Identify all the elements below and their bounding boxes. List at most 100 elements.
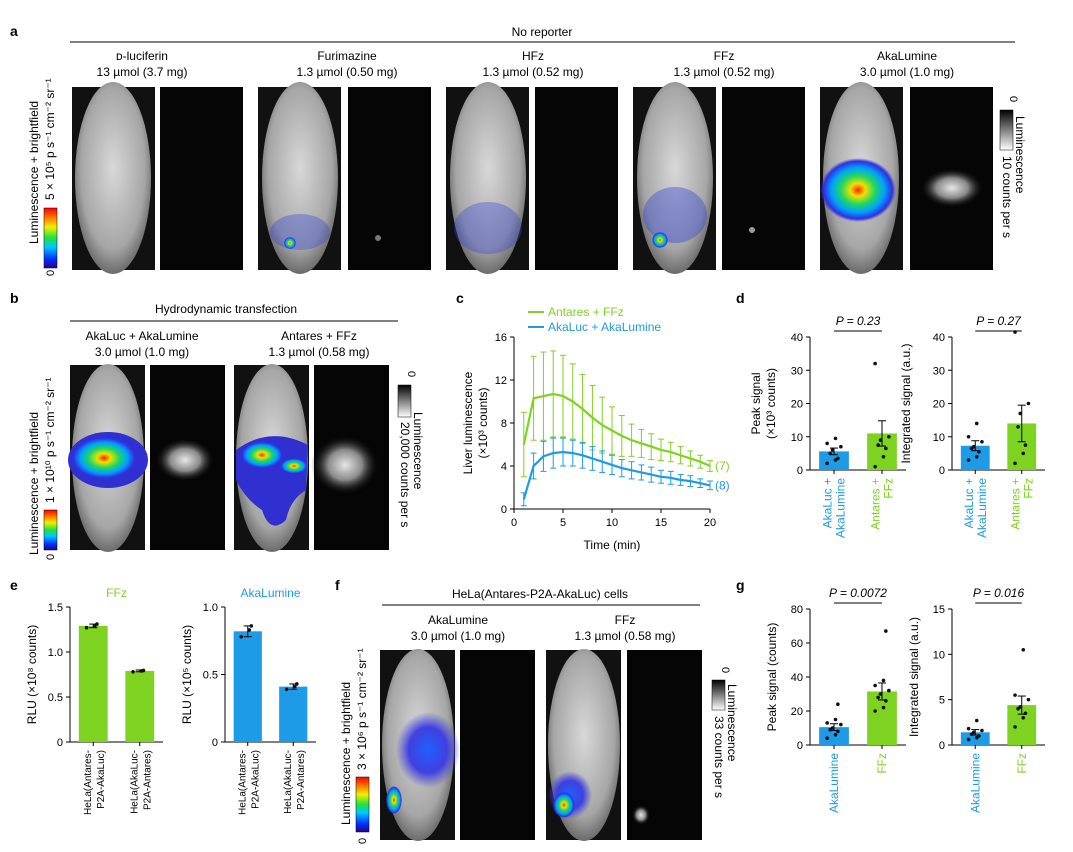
y-tick-label: 8 — [501, 418, 507, 430]
grayscale-label: Luminescence — [411, 412, 425, 490]
category-label: FFz — [882, 478, 896, 499]
grayscale-unit: 10 counts per s — [1000, 156, 1014, 238]
col-name: AkaLuc + AkaLumine — [85, 329, 198, 343]
category-label: AkaLumine — [975, 478, 989, 538]
grayscale-bar — [397, 384, 412, 418]
data-point — [833, 733, 838, 737]
panel-letter: a — [10, 23, 18, 39]
y-tick-label: 0 — [501, 504, 507, 516]
grayscale-unit: 20,000 counts per s — [398, 422, 412, 527]
mouse-image-pair — [258, 82, 431, 274]
p-value-label: P = 0.23 — [836, 314, 881, 328]
grayscale-unit: 33 counts per s — [712, 716, 726, 798]
y-axis-label: Luminescence + brightfield — [27, 412, 41, 555]
y-tick-label: 0 — [797, 465, 803, 477]
data-point — [836, 729, 840, 734]
data-point — [1021, 648, 1026, 652]
chart-title: FFz — [106, 586, 127, 600]
category-label: AkaLuc + — [821, 478, 835, 528]
colorbar-min: 0 — [45, 270, 57, 276]
grayscale-min: 0 — [405, 371, 417, 377]
data-point — [876, 695, 880, 700]
category-label: AkaLumine — [827, 753, 841, 813]
colorbar-min: 0 — [45, 554, 57, 560]
mouse-image-pair — [820, 82, 993, 274]
data-point — [977, 734, 981, 738]
data-point — [884, 699, 888, 703]
data-point — [966, 737, 971, 742]
y-tick-label: 80 — [791, 604, 803, 616]
y-tick-label: 0.5 — [48, 692, 63, 704]
y-tick-label: 30 — [791, 365, 803, 377]
data-point — [974, 718, 979, 723]
data-point — [833, 436, 838, 441]
y-tick-label: 40 — [791, 332, 803, 344]
category-label: AkaLumine — [834, 478, 848, 538]
y-tick-label: 10 — [933, 649, 945, 661]
data-point — [825, 721, 829, 725]
col-name: AkaLumine — [877, 49, 937, 63]
data-point — [830, 726, 835, 730]
bar — [233, 631, 262, 742]
data-point — [95, 622, 99, 626]
y-tick-label: 20 — [791, 706, 803, 718]
y-tick-label: 20 — [791, 399, 803, 411]
colorbar-min: 0 — [357, 838, 369, 844]
chart-g-peak: g 0 20 40 60 80 Peak signal (counts) AkaLumine F… — [736, 577, 906, 813]
col-dose: 13 µmol (3.7 mg) — [97, 65, 188, 79]
category-label: Antares + — [869, 478, 883, 530]
col-name: Antares + FFz — [281, 329, 357, 343]
category-label: HeLa(Antares- — [83, 750, 94, 815]
panel-letter: d — [736, 290, 745, 306]
colorbar-label: 5 × 10⁵ p s⁻¹ cm⁻² sr⁻¹ — [43, 78, 57, 200]
bar — [819, 727, 849, 745]
mouse-image-pair — [68, 364, 225, 552]
col-name: FFz — [714, 49, 735, 63]
data-point — [1018, 411, 1023, 416]
y-tick-label: 1.0 — [203, 602, 218, 614]
data-point — [884, 629, 888, 633]
data-point — [247, 628, 252, 632]
mouse-image-pair — [72, 82, 243, 274]
mouse-image-pair — [546, 649, 702, 841]
data-point — [881, 678, 886, 683]
data-point — [974, 421, 979, 426]
category-label: HeLa(AkaLuc- — [129, 750, 140, 814]
colorbar-label: 1 × 10¹⁰ p s⁻¹ cm⁻² sr⁻¹ — [43, 378, 57, 504]
chart-e-ffz: e 0 0.5 1.0 1.5 RLU (×10⁸ counts) HeLa(Antares… — [10, 577, 163, 815]
panel-letter: b — [10, 290, 19, 306]
y-axis-label: Luminescence + brightfield — [27, 101, 41, 244]
data-point — [1013, 725, 1017, 729]
y-tick-label: 60 — [791, 638, 803, 650]
series-n-label: (7) — [715, 459, 730, 473]
y-axis-label: RLU (×10⁵ counts) — [180, 625, 194, 724]
series-line-blue — [522, 450, 711, 500]
y-axis-label: RLU (×10⁸ counts) — [25, 625, 39, 724]
category-label: FFz — [1021, 478, 1035, 499]
y-tick-label: 0 — [57, 737, 63, 749]
col-dose: 3.0 µmol (1.0 mg) — [860, 65, 954, 79]
mouse-image-pair — [633, 82, 805, 274]
data-point — [836, 702, 840, 706]
panel-letter: e — [10, 577, 18, 593]
panel-a-header: No reporter — [512, 25, 573, 39]
grayscale-bar — [711, 679, 726, 711]
y-tick-label: 0.5 — [203, 670, 218, 682]
y-axis-label: (×10³ counts) — [764, 368, 778, 439]
col-name: ᴅ-luciferin — [116, 49, 168, 63]
data-point — [971, 730, 976, 735]
data-point — [876, 443, 880, 447]
category-label: HeLa(AkaLuc- — [283, 750, 294, 814]
data-point — [825, 441, 829, 446]
data-point — [1026, 697, 1031, 702]
data-point — [873, 709, 877, 713]
data-point — [839, 722, 843, 727]
colorbar — [43, 207, 58, 269]
x-tick-label: 20 — [704, 517, 716, 529]
y-tick-label: 15 — [933, 604, 945, 616]
y-tick-label: 16 — [495, 332, 507, 344]
mouse-image-pair — [446, 82, 618, 274]
data-point — [873, 683, 877, 688]
category-label: P2A-AkaLuc) — [250, 750, 261, 809]
